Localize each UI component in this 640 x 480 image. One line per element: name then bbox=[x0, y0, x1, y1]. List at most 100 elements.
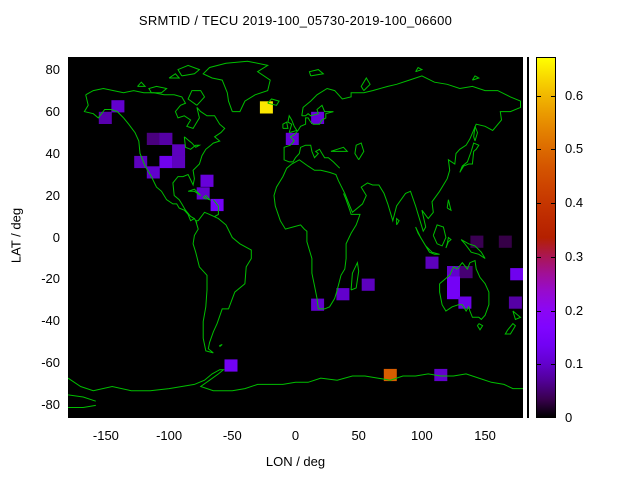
coastline-path bbox=[308, 69, 325, 77]
colorbar-tick-mark bbox=[551, 257, 555, 258]
coastline-path bbox=[330, 146, 349, 152]
map-plot-area bbox=[68, 57, 523, 418]
coastline-path bbox=[168, 73, 181, 79]
coastline-path bbox=[137, 81, 147, 87]
x-tick-label: -100 bbox=[156, 428, 183, 443]
tec-heat-cell bbox=[224, 359, 238, 372]
map-background bbox=[68, 57, 523, 418]
colorbar-tick-label: 0.4 bbox=[565, 195, 584, 211]
coastline-path bbox=[460, 239, 486, 259]
coastline-path bbox=[396, 217, 400, 226]
x-axis-label: LON / deg bbox=[265, 454, 326, 469]
coastline-path bbox=[187, 188, 202, 196]
tec-heat-cell bbox=[146, 166, 160, 179]
y-tick-label: 20 bbox=[45, 187, 60, 203]
world-heatmap-canvas bbox=[68, 57, 523, 418]
tec-heat-cell bbox=[111, 100, 125, 113]
coastline-path bbox=[83, 87, 226, 224]
coastline-path bbox=[202, 194, 212, 201]
tec-heat-cell bbox=[447, 287, 460, 300]
x-tick-label: 100 bbox=[411, 428, 433, 443]
tec-heat-cell bbox=[159, 132, 173, 145]
coastline-path bbox=[187, 90, 206, 106]
colorbar-tick-label: 0.1 bbox=[565, 356, 584, 372]
colorbar-tick-label: 0 bbox=[565, 410, 573, 425]
y-tick-label: -80 bbox=[41, 397, 60, 413]
y-axis-label: LAT / deg bbox=[8, 207, 24, 264]
tec-heat-cell bbox=[434, 368, 448, 382]
colorbar-tick-label: 0.6 bbox=[565, 87, 584, 103]
plot-colorbar-separator-line bbox=[527, 57, 529, 418]
coastline-path bbox=[202, 60, 271, 113]
colorbar-tick-mark bbox=[537, 96, 541, 97]
colorbar-tick-mark bbox=[537, 203, 541, 204]
tec-heat-cell bbox=[259, 101, 273, 114]
coastline-path bbox=[476, 323, 484, 331]
tec-heat-cell bbox=[498, 235, 512, 248]
x-tick-label: 150 bbox=[474, 428, 496, 443]
colorbar-tick-mark bbox=[537, 257, 541, 258]
tec-heat-cell bbox=[383, 368, 397, 382]
coastline-path bbox=[360, 77, 371, 91]
coastline-path bbox=[350, 261, 360, 291]
coastline-path bbox=[512, 310, 522, 321]
tec-heat-cell bbox=[459, 266, 473, 279]
tec-heat-cell bbox=[447, 276, 460, 289]
coastline-path bbox=[68, 404, 96, 408]
chart-title: SRMTID / TECU 2019-100_05730-2019-100_06… bbox=[138, 13, 453, 28]
colorbar-gradient bbox=[536, 57, 556, 418]
coastline-path bbox=[273, 75, 521, 310]
coastline-path bbox=[415, 66, 424, 73]
coastline-path bbox=[267, 98, 280, 106]
coastline-path bbox=[459, 142, 480, 173]
coastline-path bbox=[432, 224, 447, 247]
tec-heat-cell bbox=[159, 155, 173, 169]
y-tick-label: 60 bbox=[45, 103, 60, 119]
colorbar-tick-mark bbox=[551, 203, 555, 204]
tec-heat-cell bbox=[470, 235, 484, 248]
tec-heat-cell bbox=[458, 296, 472, 309]
coastline-path bbox=[177, 64, 201, 77]
y-tick-label: 80 bbox=[45, 61, 60, 77]
tec-heat-cell bbox=[98, 111, 112, 124]
colorbar-tick-label: 0.3 bbox=[565, 248, 584, 264]
colorbar-tick-label: 0.5 bbox=[565, 141, 584, 157]
coastline-path bbox=[473, 126, 479, 142]
colorbar-tick-mark bbox=[537, 364, 541, 365]
coastline-path bbox=[504, 322, 517, 335]
tec-heat-cell bbox=[510, 268, 523, 281]
coastline-path bbox=[471, 75, 481, 81]
coastline-path bbox=[282, 121, 289, 129]
tec-heat-cell bbox=[172, 155, 186, 169]
coastline-path bbox=[68, 394, 96, 402]
coastline-path bbox=[446, 199, 452, 212]
x-tick-label: 0 bbox=[291, 428, 300, 443]
coastline-path bbox=[219, 344, 223, 347]
tec-heat-cell bbox=[508, 296, 522, 309]
y-tick-label: -60 bbox=[41, 355, 60, 371]
coastline-path bbox=[212, 199, 219, 217]
colorbar-tick-mark bbox=[537, 311, 541, 312]
colorbar-tick-mark bbox=[551, 311, 555, 312]
coastline-path bbox=[415, 226, 440, 255]
tec-heat-cell bbox=[134, 155, 148, 169]
y-tick-label: -40 bbox=[41, 313, 60, 329]
coastline-path bbox=[68, 369, 523, 392]
x-tick-label: -150 bbox=[92, 428, 119, 443]
y-tick-label: -20 bbox=[41, 271, 60, 287]
coastline-path bbox=[439, 259, 490, 321]
colorbar-tick-mark bbox=[551, 149, 555, 150]
coastline-path bbox=[354, 142, 365, 161]
colorbar-tick-mark bbox=[551, 96, 555, 97]
colorbar-tick-mark bbox=[551, 364, 555, 365]
coastline-path bbox=[287, 114, 298, 134]
tec-heat-cell bbox=[172, 144, 186, 157]
tec-heat-cell bbox=[336, 288, 350, 301]
colorbar-tick-label: 0.2 bbox=[565, 302, 584, 318]
coastline-path bbox=[148, 85, 168, 94]
coastline-path bbox=[283, 104, 341, 169]
coastline-path bbox=[445, 236, 452, 249]
x-tick-label: -50 bbox=[222, 428, 242, 443]
y-tick-label: 0 bbox=[52, 229, 60, 245]
